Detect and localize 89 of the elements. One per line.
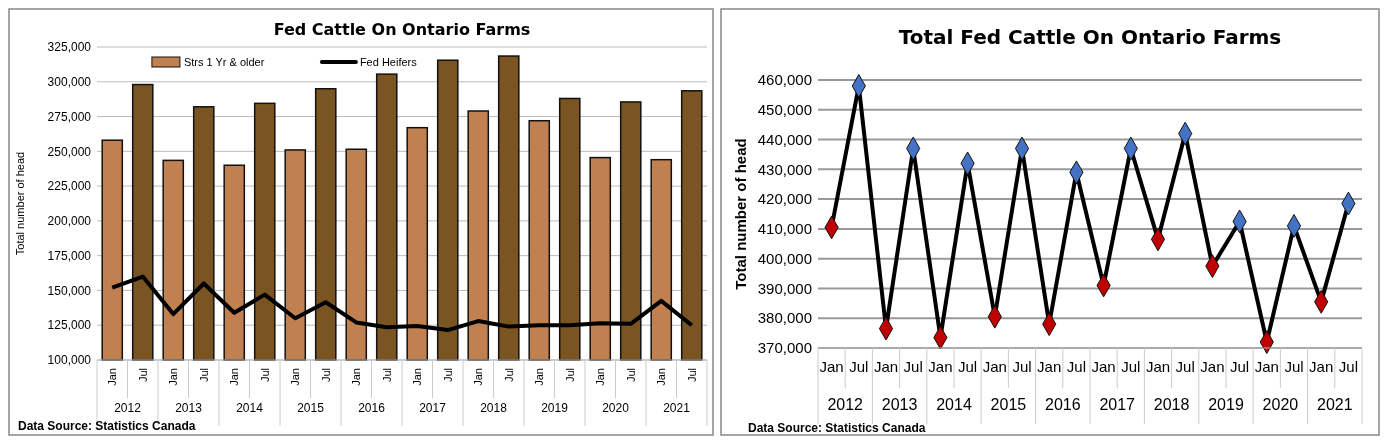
source-note: Data Source: Statistics Canada xyxy=(18,419,196,433)
x-tick-label: Jul xyxy=(1230,358,1250,375)
x-tick-label: Jul xyxy=(563,368,576,383)
y-tick-label: 175,000 xyxy=(47,248,92,263)
x-tick-label: Jan xyxy=(928,358,953,375)
y-tick-label: 390,000 xyxy=(757,279,812,297)
x-tick-label: Jul xyxy=(624,368,637,383)
y-tick-label: 410,000 xyxy=(757,220,812,238)
chart-title: Fed Cattle On Ontario Farms xyxy=(273,20,531,39)
legend-label: Strs 1 Yr & older xyxy=(183,55,265,68)
x-tick-label: Jan xyxy=(411,368,424,386)
y-tick-label: 325,000 xyxy=(47,40,92,55)
x-tick-label: Jan xyxy=(1037,358,1062,375)
text: 2017 xyxy=(419,401,447,415)
y-tick-label: 400,000 xyxy=(757,249,812,267)
y-tick-label: 430,000 xyxy=(757,160,812,178)
x-tick-label: Jan xyxy=(594,368,607,386)
x-tick-label: Jan xyxy=(167,368,180,386)
text: 2017 xyxy=(1099,396,1136,413)
x-tick-label: Jan xyxy=(819,358,844,375)
text: 2015 xyxy=(297,401,325,415)
x-tick-label: Jan xyxy=(1145,358,1171,375)
y-tick-label: 460,000 xyxy=(757,71,812,89)
x-tick-label: Jul xyxy=(1284,358,1304,375)
y-tick-label: 420,000 xyxy=(757,190,812,208)
y-tick-label: 275,000 xyxy=(47,109,92,124)
y-tick-label: 125,000 xyxy=(47,318,92,333)
text: 2020 xyxy=(602,401,630,415)
x-tick-label: Jan xyxy=(472,368,485,386)
x-tick-label: Jul xyxy=(1121,358,1141,375)
x-tick-label: Jul xyxy=(849,358,869,375)
x-tick-label: Jul xyxy=(136,368,149,383)
x-tick-label: Jul xyxy=(319,368,332,383)
text: 2020 xyxy=(1262,396,1299,413)
x-tick-label: Jan xyxy=(1200,358,1225,375)
y-tick-label: 100,000 xyxy=(47,353,92,368)
x-tick-label: Jan xyxy=(1309,358,1334,375)
x-tick-label: Jan xyxy=(289,368,302,386)
y-tick-label: 300,000 xyxy=(47,74,92,89)
y-tick-label: 200,000 xyxy=(47,214,92,229)
x-tick-label: Jul xyxy=(903,358,923,375)
text: 2019 xyxy=(1208,396,1244,413)
y-axis-title: Total number of head xyxy=(14,151,26,256)
x-tick-label: Jan xyxy=(1091,358,1116,375)
y-tick-label: 150,000 xyxy=(47,283,92,298)
text: 2013 xyxy=(881,396,918,413)
x-tick-label: Jan xyxy=(982,358,1007,375)
x-tick-label: Jul xyxy=(685,368,698,383)
x-tick-label: Jan xyxy=(533,368,546,386)
text: 2021 xyxy=(1317,396,1353,413)
x-tick-label: Jul xyxy=(441,368,454,383)
y-tick-label: 440,000 xyxy=(757,130,812,148)
x-tick-label: Jul xyxy=(502,368,515,383)
y-tick-label: 370,000 xyxy=(757,339,812,357)
x-tick-label: Jan xyxy=(350,368,363,386)
x-tick-label: Jul xyxy=(1338,358,1358,375)
text: 2018 xyxy=(480,401,508,415)
x-tick-label: Jul xyxy=(1066,358,1086,375)
text: 2013 xyxy=(175,401,203,415)
x-tick-label: Jul xyxy=(1175,358,1195,375)
y-tick-label: 380,000 xyxy=(757,309,812,327)
text: 2014 xyxy=(936,396,972,413)
legend-label: Fed Heifers xyxy=(359,55,418,68)
x-tick-label: Jan xyxy=(1254,358,1279,375)
text: 2018 xyxy=(1153,396,1190,413)
x-tick-label: Jul xyxy=(258,368,271,383)
text: 2019 xyxy=(541,401,569,415)
y-tick-label: 250,000 xyxy=(47,144,92,159)
text: 2021 xyxy=(663,401,691,415)
y-tick-label: 225,000 xyxy=(47,179,92,194)
text: 2016 xyxy=(358,401,386,415)
x-tick-label: Jan xyxy=(873,358,899,375)
x-tick-label: Jul xyxy=(1012,358,1032,375)
x-tick-label: Jan xyxy=(106,368,119,386)
x-tick-label: Jan xyxy=(228,368,241,386)
text: 2012 xyxy=(827,396,864,413)
chart-title: Total Fed Cattle On Ontario Farms xyxy=(898,25,1282,49)
y-tick-label: 450,000 xyxy=(757,101,812,119)
line-series xyxy=(110,274,694,333)
text: 2015 xyxy=(990,396,1027,413)
y-axis-title: Total number of head xyxy=(732,138,749,290)
x-tick-label: Jul xyxy=(958,358,978,375)
text: 2014 xyxy=(236,401,264,415)
text: 2012 xyxy=(114,401,142,415)
text: 2016 xyxy=(1045,396,1081,413)
x-tick-label: Jan xyxy=(655,368,668,386)
x-tick-label: Jul xyxy=(197,368,210,383)
x-tick-label: Jul xyxy=(380,368,393,383)
source-note: Data Source: Statistics Canada xyxy=(748,421,926,435)
